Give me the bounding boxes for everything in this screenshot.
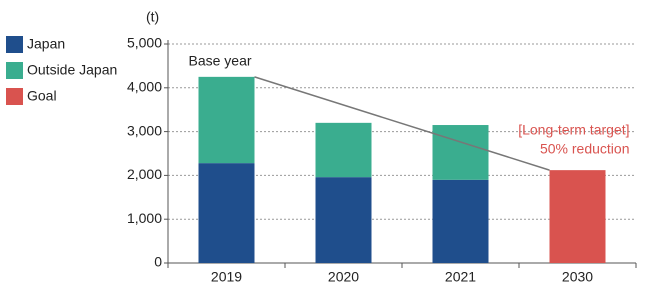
legend-swatch — [6, 62, 23, 79]
bar-segment — [315, 177, 372, 263]
trend-line — [254, 76, 550, 171]
legend-label: Outside Japan — [27, 62, 117, 78]
y-unit: (t) — [146, 9, 159, 25]
bar-segment — [432, 125, 489, 180]
bar-segment — [549, 170, 606, 263]
y-tick-label: 5,000 — [127, 35, 162, 51]
y-tick-label: 0 — [154, 254, 162, 270]
bar-segment — [198, 163, 255, 263]
x-tick-label: 2020 — [328, 269, 359, 285]
annotation: [Long-term target] — [518, 122, 629, 138]
legend-label: Japan — [27, 36, 65, 52]
bar-segment — [198, 76, 255, 164]
x-tick-label: 2021 — [445, 269, 476, 285]
bar-segment — [432, 179, 489, 263]
x-tick-label: 2030 — [562, 269, 593, 285]
bar-segment — [315, 122, 372, 178]
x-tick-label: 2019 — [211, 269, 242, 285]
y-tick-label: 1,000 — [127, 210, 162, 226]
annotation: 50% reduction — [540, 141, 630, 157]
y-tick-label: 4,000 — [127, 79, 162, 95]
y-tick-label: 3,000 — [127, 122, 162, 138]
legend-swatch — [6, 36, 23, 53]
legend-swatch — [6, 88, 23, 105]
y-tick-label: 2,000 — [127, 166, 162, 182]
annotation: Base year — [189, 53, 252, 69]
legend-label: Goal — [27, 88, 57, 104]
